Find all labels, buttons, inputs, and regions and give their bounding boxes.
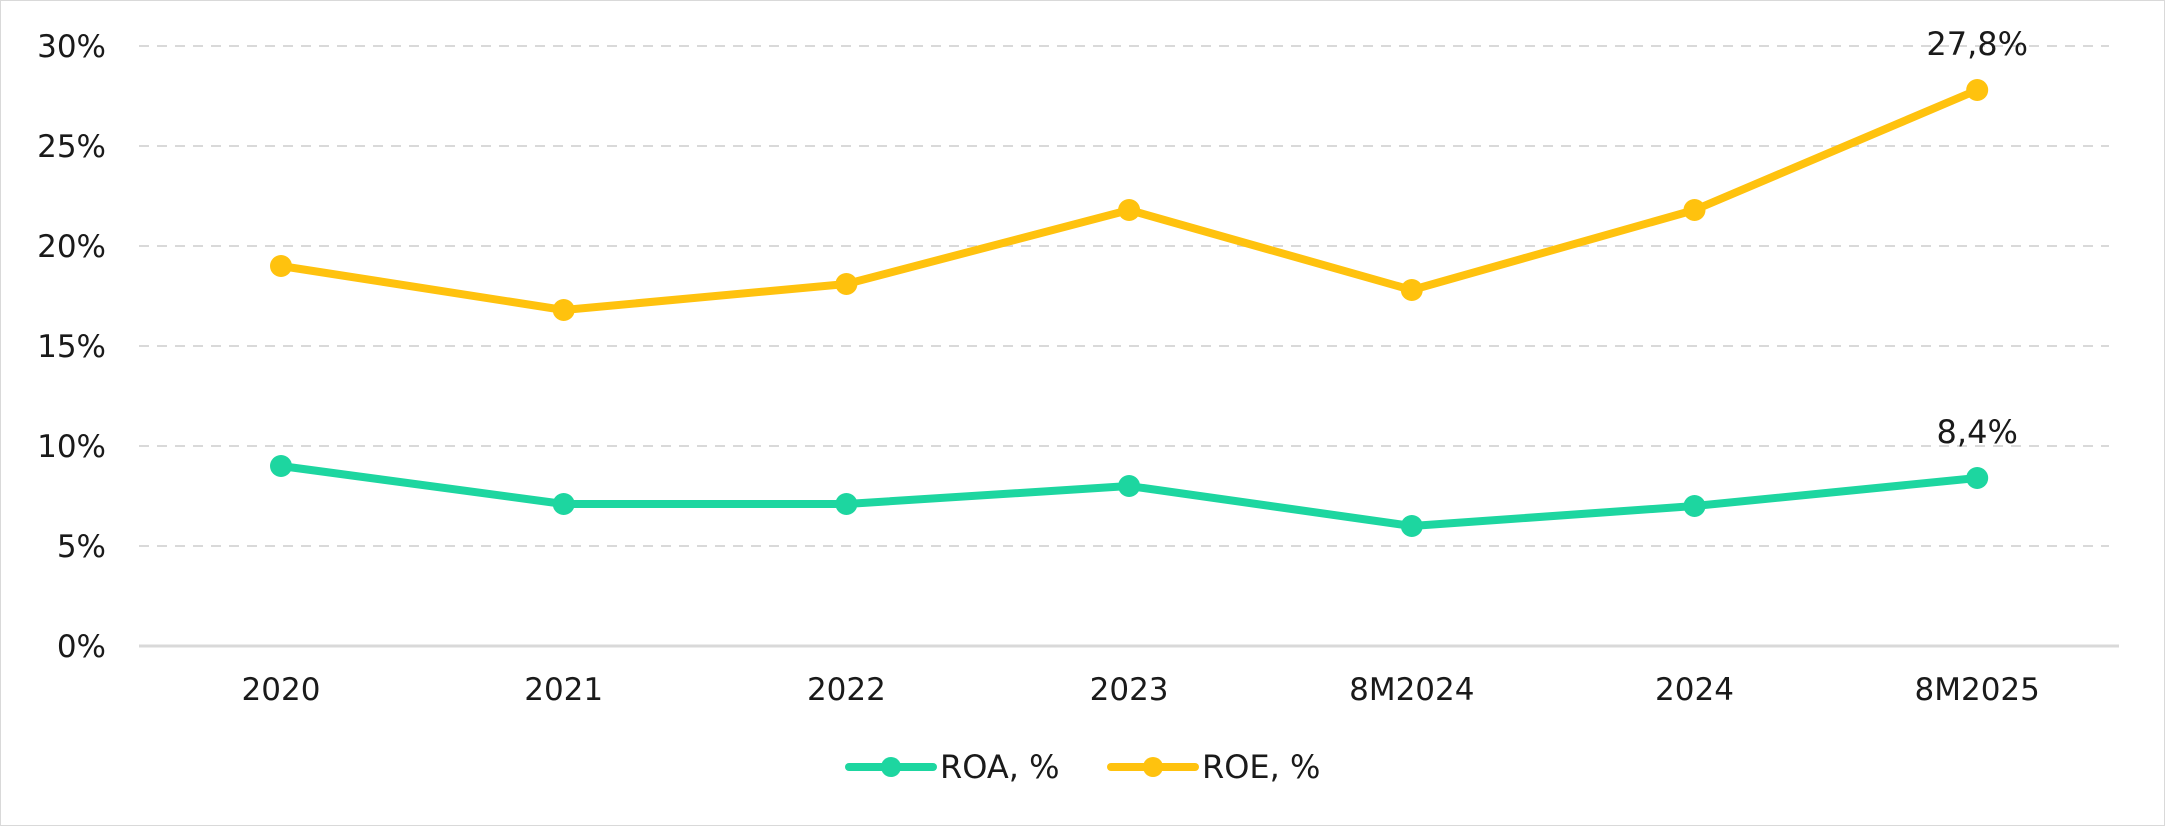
legend: ROA, % ROE, % (845, 748, 1320, 786)
data-point (1400, 279, 1423, 301)
data-label: 27,8% (1926, 25, 2028, 63)
data-point (1966, 79, 1989, 101)
legend-marker-roa (881, 757, 901, 777)
x-tick-label: 8M2024 (1349, 672, 1474, 708)
x-tick-label: 2024 (1655, 672, 1734, 708)
y-tick-label: 0% (57, 629, 106, 665)
legend-label-roe: ROE, % (1202, 748, 1320, 786)
data-label-layer: 27,8% 8,4% (1926, 25, 2028, 451)
y-tick-label: 25% (37, 129, 106, 165)
data-point (552, 299, 575, 321)
x-tick-label: 2022 (807, 672, 886, 708)
x-tick-label: 2020 (242, 672, 321, 708)
series-layer (270, 79, 1989, 537)
data-point (270, 255, 292, 277)
data-point (552, 493, 575, 515)
x-axis-ticks: 2020 2021 2022 2023 8M2024 2024 8M2025 (242, 672, 2040, 708)
data-point (270, 455, 292, 477)
legend-label-roa: ROA, % (940, 748, 1060, 786)
x-tick-label: 2023 (1090, 672, 1169, 708)
data-point (835, 493, 858, 515)
y-tick-label: 5% (57, 529, 106, 565)
y-tick-label: 20% (37, 229, 106, 265)
data-point (1118, 475, 1141, 497)
data-point (1400, 515, 1423, 537)
data-point (835, 273, 858, 295)
data-point (1683, 199, 1706, 221)
legend-marker-roe (1143, 757, 1163, 777)
y-tick-label: 15% (37, 329, 106, 365)
grid-layer (139, 45, 2119, 648)
x-tick-label: 8M2025 (1915, 672, 2040, 708)
data-point (1966, 467, 1989, 489)
data-point (1683, 495, 1706, 517)
x-tick-label: 2021 (524, 672, 603, 708)
y-tick-label: 10% (37, 429, 106, 465)
data-label: 8,4% (1937, 413, 2018, 451)
y-tick-label: 30% (37, 29, 106, 65)
y-axis-ticks: 0% 5% 10% 15% 20% 25% 30% (37, 29, 106, 665)
data-point (1118, 199, 1141, 221)
